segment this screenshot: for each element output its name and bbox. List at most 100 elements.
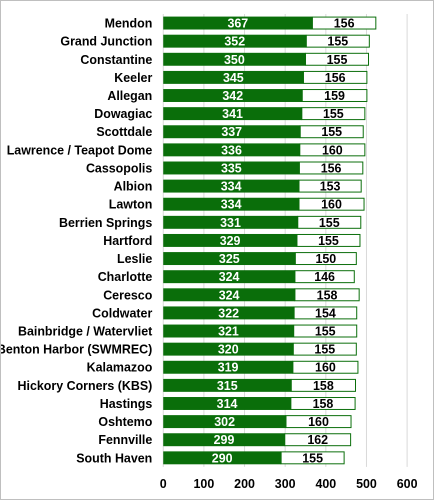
bar-segment-1: [163, 233, 297, 247]
bar-value-label-1: 324: [219, 288, 240, 302]
category-label: Oshtemo: [98, 415, 152, 429]
x-tick-label: 0: [160, 477, 167, 491]
bar-segment-1: [163, 179, 300, 193]
category-label: Ceresco: [103, 288, 152, 302]
bar-value-label-2: 160: [321, 198, 342, 212]
bar-value-label-2: 160: [322, 143, 343, 157]
bar-value-label-1: 325: [219, 252, 240, 266]
bar-value-label-2: 160: [308, 415, 329, 429]
bar-value-label-2: 155: [318, 234, 339, 248]
bar-value-label-1: 334: [221, 198, 242, 212]
bar-value-label-1: 324: [219, 270, 240, 284]
category-label: Keeler: [114, 71, 152, 85]
bar-value-label-1: 322: [218, 306, 239, 320]
category-labels: Mendon Grand Junction Constantine Keeler All…: [0, 17, 153, 466]
bar-segment-2: [299, 125, 364, 139]
bar-segment-1: [163, 433, 285, 447]
category-label: Berrien Springs: [59, 216, 152, 230]
category-label: Dowagiac: [94, 107, 152, 121]
bar-segment-2: [305, 34, 370, 48]
category-label: Lawton: [109, 198, 153, 212]
bar-segment-2: [294, 288, 360, 302]
category-label: Cassopolis: [86, 161, 152, 175]
bar-segment-2: [305, 52, 370, 66]
bar-value-label-2: 155: [302, 451, 323, 465]
bar-value-label-1: 321: [218, 325, 239, 339]
bar-segment-1: [163, 252, 296, 266]
bar-value-label-1: 302: [214, 415, 235, 429]
bar-value-label-2: 162: [307, 433, 328, 447]
bar-segment-1: [163, 378, 292, 392]
x-tick-label: 200: [234, 477, 255, 491]
bar-value-label-1: 345: [223, 71, 244, 85]
x-tick-label: 100: [194, 477, 215, 491]
x-tick-labels: 0 100 200 300 400 500 600: [160, 477, 418, 491]
category-label: Bainbridge / Watervliet: [18, 325, 152, 339]
bar-value-label-2: 154: [315, 306, 336, 320]
bar-segment-2: [293, 306, 358, 320]
bar-value-label-1: 342: [222, 89, 243, 103]
category-label: Hastings: [100, 397, 153, 411]
bar-value-label-2: 150: [315, 252, 336, 266]
bar-value-label-2: 155: [319, 216, 340, 230]
bar-value-label-2: 158: [317, 288, 338, 302]
category-label: Grand Junction: [60, 35, 152, 49]
bar-value-label-1: 341: [222, 107, 243, 121]
bar-value-label-1: 352: [224, 35, 245, 49]
bar-segment-1: [163, 324, 294, 338]
bar-segment-2: [297, 215, 362, 229]
bar-segment-2: [301, 107, 366, 121]
bar-segment-1: [163, 451, 282, 465]
bar-segment-1: [163, 342, 294, 356]
bar-segment-2: [294, 270, 355, 284]
bar-segment-1: [163, 288, 295, 302]
bar-segment-1: [163, 107, 302, 121]
bar-segment-1: [163, 270, 295, 284]
category-label: Kalamazoo: [87, 361, 153, 375]
bar-segment-2: [301, 89, 368, 102]
bar-value-label-1: 329: [220, 234, 241, 248]
bar-segment-2: [284, 433, 352, 447]
bar-value-label-2: 146: [314, 270, 335, 284]
bar-segment-1: [163, 125, 301, 139]
bar-value-label-1: 320: [218, 343, 239, 357]
bar-segment-2: [298, 161, 364, 175]
bar-segment-2: [311, 16, 377, 30]
category-label: Allegan: [107, 89, 152, 103]
category-label: Scottdale: [96, 125, 152, 139]
category-label: Mendon: [105, 17, 153, 31]
bar-segment-1: [163, 52, 306, 66]
bar-segment-2: [294, 252, 357, 266]
bar-value-label-1: 331: [220, 216, 241, 230]
category-label: Constantine: [80, 53, 152, 67]
category-label: Benton Harbor (SWMREC): [0, 343, 152, 357]
category-label: Albion: [114, 180, 153, 194]
bar-segment-2: [290, 378, 356, 392]
bar-value-label-1: 314: [217, 397, 238, 411]
bar-value-label-2: 156: [334, 17, 355, 31]
category-label: Leslie: [117, 252, 152, 266]
bars: 367 156 352 155 350 155 345 156 342 159 341 155 337 1…: [163, 16, 377, 465]
bar-value-label-1: 299: [214, 433, 235, 447]
bar-segment-2: [280, 451, 345, 465]
bar-segment-2: [296, 233, 361, 247]
bar-segment-1: [163, 397, 291, 410]
bar-value-label-1: 336: [221, 143, 242, 157]
bar-segment-2: [302, 70, 368, 84]
bar-value-label-2: 155: [327, 53, 348, 67]
bar-segment-1: [163, 143, 300, 157]
bar-value-label-1: 319: [218, 361, 239, 375]
x-tick-label: 500: [356, 477, 377, 491]
bar-segment-1: [163, 215, 298, 229]
category-label: Hickory Corners (KBS): [18, 379, 153, 393]
bar-value-label-1: 335: [221, 161, 242, 175]
bar-value-label-2: 158: [313, 397, 334, 411]
bar-value-label-2: 155: [314, 343, 335, 357]
bar-segment-2: [298, 197, 365, 211]
bar-value-label-1: 367: [227, 17, 248, 31]
bar-value-label-2: 155: [323, 107, 344, 121]
category-label: Lawrence / Teapot Dome: [7, 143, 153, 157]
category-label: Charlotte: [98, 270, 153, 284]
bar-segment-2: [292, 360, 359, 374]
